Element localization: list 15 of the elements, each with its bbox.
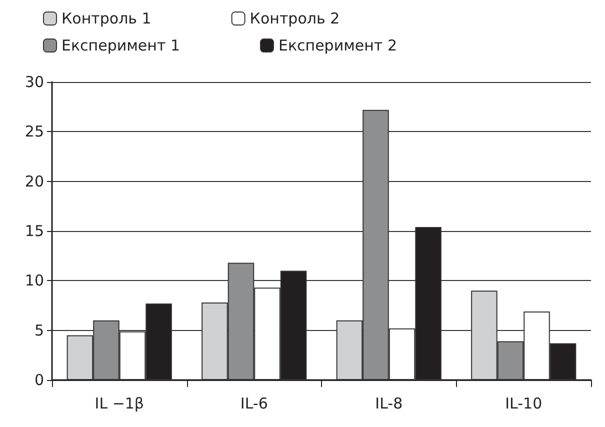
y-tick-label: 0 <box>34 371 44 389</box>
y-tick-label: 5 <box>34 321 44 340</box>
y-tick-label: 10 <box>24 272 44 290</box>
legend-label: Експеримент 1 <box>62 36 180 54</box>
legend-label: Експеримент 2 <box>278 36 397 54</box>
y-tick-label: 20 <box>24 172 44 190</box>
y-tick-label: 15 <box>24 222 44 240</box>
legend-label: Контроль 1 <box>62 10 152 28</box>
x-tick-label: IL −1β <box>94 394 144 412</box>
y-tick-label: 25 <box>24 122 44 141</box>
x-tick-label: IL-6 <box>240 394 268 412</box>
x-tick-label: IL-8 <box>375 394 403 412</box>
legend-label: Контроль 2 <box>250 10 340 28</box>
x-tick-label: IL-10 <box>505 394 542 412</box>
y-tick-label: 30 <box>24 73 44 91</box>
